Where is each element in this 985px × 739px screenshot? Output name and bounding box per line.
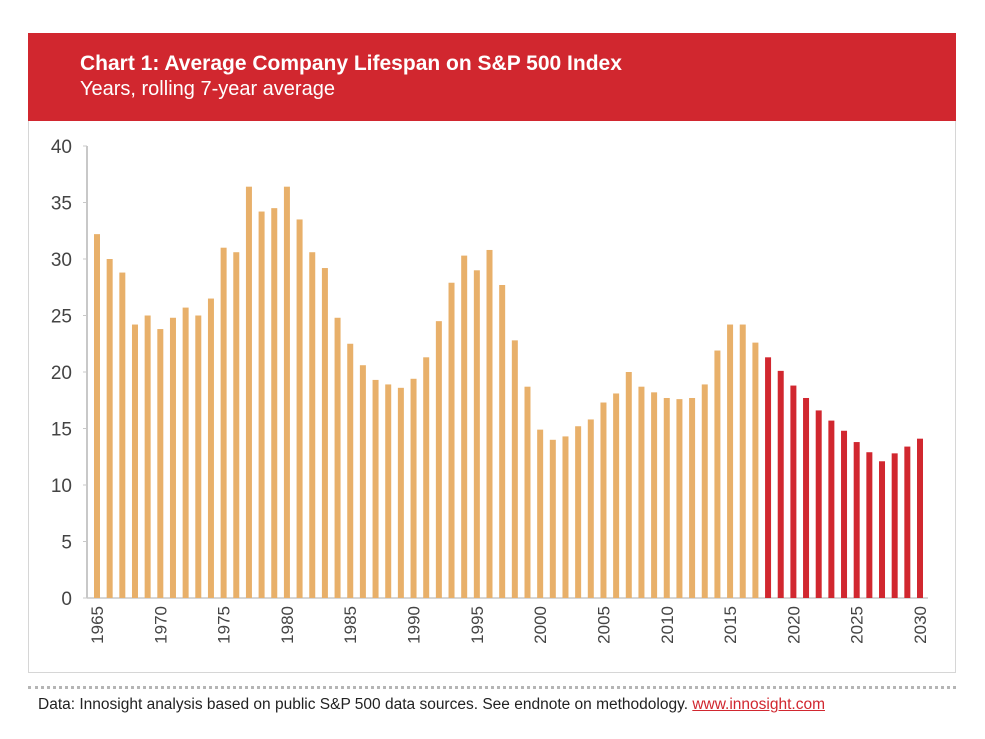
- bar-1999: [524, 386, 531, 598]
- bar-1994: [461, 255, 468, 599]
- bar-1976: [233, 252, 240, 598]
- bar-2026: [866, 452, 873, 598]
- footer-divider: [28, 686, 956, 689]
- bar-1975: [220, 247, 227, 598]
- bar-1996: [486, 249, 493, 598]
- bar-2012: [689, 397, 696, 598]
- x-tick-label: 2000: [531, 606, 550, 644]
- y-tick-label: 5: [61, 533, 72, 554]
- bar-2002: [562, 436, 569, 598]
- bar-2008: [638, 386, 645, 598]
- bar-1977: [245, 186, 252, 598]
- x-tick-label: 2010: [658, 606, 677, 644]
- bar-1984: [334, 317, 341, 598]
- bar-1991: [423, 357, 430, 598]
- y-tick-label: 25: [51, 307, 72, 328]
- bar-2010: [663, 397, 670, 598]
- bar-2005: [600, 402, 607, 598]
- x-tick-label: 1980: [278, 606, 297, 644]
- bar-1973: [195, 315, 202, 598]
- bar-2030: [917, 438, 923, 598]
- bar-2019: [777, 370, 784, 598]
- y-tick-label: 20: [51, 363, 72, 384]
- bar-1969: [144, 315, 151, 598]
- chart-frame: [28, 33, 956, 673]
- bar-2028: [891, 453, 898, 598]
- bar-1989: [397, 387, 404, 598]
- chart-subtitle: Years, rolling 7-year average: [80, 78, 335, 100]
- bar-2016: [739, 324, 746, 598]
- bar-1987: [372, 379, 379, 598]
- bar-2004: [587, 419, 594, 598]
- website-link[interactable]: www.innosight.com: [692, 696, 825, 713]
- bar-1995: [473, 270, 480, 598]
- y-tick-label: 0: [61, 589, 72, 610]
- bar-2018: [765, 357, 772, 598]
- bar-1978: [258, 211, 265, 599]
- y-tick-label: 40: [51, 137, 72, 158]
- bar-2025: [853, 442, 860, 598]
- bar-1974: [207, 298, 214, 598]
- x-tick-label: 2020: [784, 606, 803, 644]
- bar-2006: [613, 393, 620, 598]
- chart-header: Chart 1: Average Company Lifespan on S&P…: [28, 33, 956, 121]
- bar-1971: [169, 317, 176, 598]
- bar-1972: [182, 307, 189, 598]
- bar-1992: [435, 321, 442, 598]
- y-tick-label: 10: [51, 476, 72, 497]
- bar-2024: [841, 430, 848, 598]
- bar-2009: [651, 392, 658, 598]
- bar-2000: [537, 429, 544, 598]
- bar-1965: [94, 234, 100, 598]
- x-tick-label: 2005: [594, 606, 613, 644]
- x-tick-label: 1985: [341, 606, 360, 644]
- y-tick-label: 30: [51, 250, 72, 271]
- bar-1967: [119, 272, 126, 598]
- footer: Data: Innosight analysis based on public…: [38, 696, 825, 714]
- bar-2022: [815, 410, 822, 598]
- x-tick-label: 1965: [88, 606, 107, 644]
- x-tick-label: 2015: [721, 606, 740, 644]
- bar-2020: [790, 385, 797, 598]
- bar-2001: [549, 439, 556, 598]
- bar-2023: [828, 420, 835, 598]
- bar-1985: [347, 343, 354, 598]
- bar-2013: [701, 384, 708, 598]
- bar-1997: [499, 284, 506, 598]
- bar-2015: [727, 324, 734, 598]
- bar-1981: [296, 219, 303, 598]
- bar-1998: [511, 340, 518, 598]
- bar-1983: [321, 268, 328, 598]
- bar-1970: [157, 329, 164, 598]
- bar-2003: [575, 426, 582, 598]
- bar-2007: [625, 372, 632, 598]
- bar-2017: [752, 342, 759, 598]
- bar-1980: [283, 186, 290, 598]
- bar-1979: [271, 208, 278, 598]
- bar-1986: [359, 365, 366, 598]
- x-tick-label: 1970: [151, 606, 170, 644]
- x-tick-label: 2030: [911, 606, 930, 644]
- y-tick-label: 35: [51, 194, 72, 215]
- x-tick-label: 1975: [215, 606, 234, 644]
- bar-1993: [448, 282, 455, 598]
- bar-2027: [879, 461, 886, 598]
- bar-1990: [410, 378, 417, 598]
- chart-title: Chart 1: Average Company Lifespan on S&P…: [80, 52, 622, 75]
- bar-1988: [385, 384, 392, 598]
- bar-2029: [904, 446, 911, 598]
- bar-2011: [676, 399, 683, 598]
- x-tick-label: 1990: [405, 606, 424, 644]
- y-tick-label: 15: [51, 420, 72, 441]
- bar-1966: [106, 259, 113, 598]
- bar-2014: [714, 350, 721, 598]
- source-note: Data: Innosight analysis based on public…: [38, 696, 689, 713]
- bar-1968: [131, 324, 138, 598]
- bar-1982: [309, 252, 316, 598]
- x-tick-label: 2025: [848, 606, 867, 644]
- bar-2021: [803, 397, 810, 598]
- x-tick-label: 1995: [468, 606, 487, 644]
